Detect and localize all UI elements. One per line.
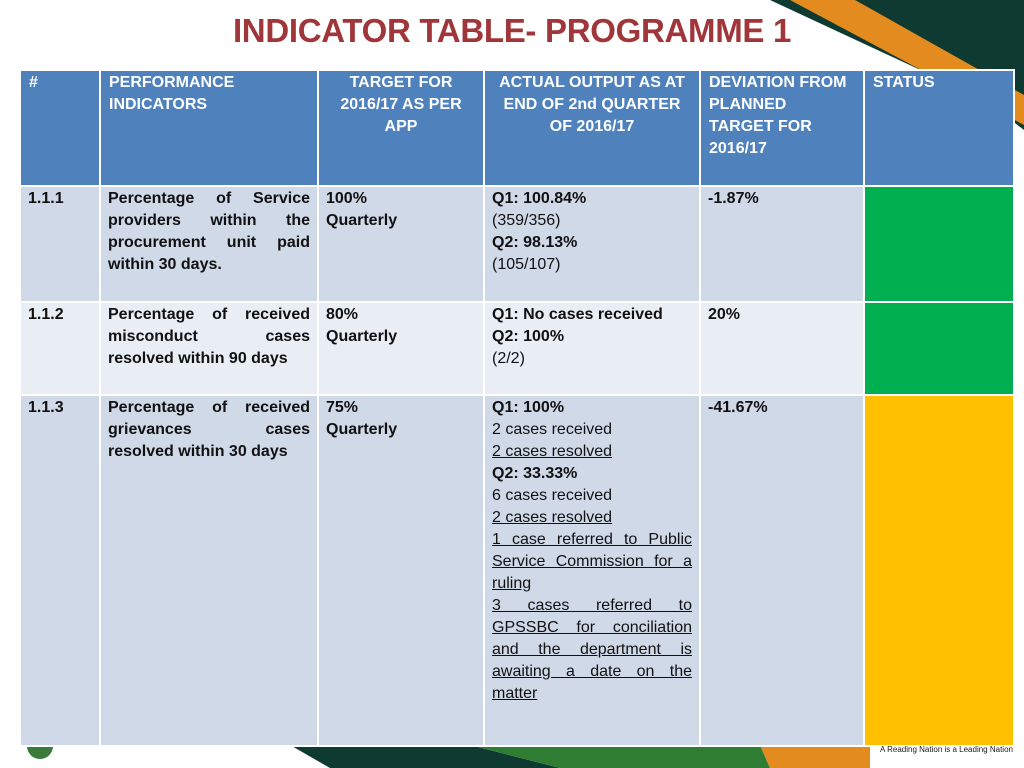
q2-resolved: 2 cases resolved [492, 509, 613, 526]
q2-note-referral-gpssbc: 3 cases referred to GPSSBC for conciliat… [492, 597, 692, 702]
q2-detail: (105/107) [492, 256, 561, 273]
row-number: 1.1.1 [19, 185, 101, 303]
footer-slogan: A Reading Nation is a Leading Nation [880, 745, 1013, 754]
row-deviation: -1.87% [699, 185, 865, 303]
target-period: Quarterly [326, 421, 398, 438]
row-deviation: -41.67% [699, 394, 865, 747]
q1-detail: (359/356) [492, 212, 561, 229]
header-target: TARGET FOR 2016/17 AS PER APP [317, 69, 485, 187]
status-indicator-green [863, 301, 1015, 396]
row-actual: Q1: 100% 2 cases received 2 cases resolv… [483, 394, 701, 747]
table-header-row: # PERFORMANCE INDICATORS TARGET FOR 2016… [19, 69, 1015, 187]
bottom-green-band [470, 745, 770, 768]
q2-note-referral-psc: 1 case referred to Public Service Commis… [492, 531, 692, 592]
indicator-table: # PERFORMANCE INDICATORS TARGET FOR 2016… [19, 69, 1015, 747]
page-title: INDICATOR TABLE- PROGRAMME 1 [232, 12, 792, 49]
status-indicator-green [863, 185, 1015, 303]
row-target: 75% Quarterly [317, 394, 485, 747]
target-value: 100% [326, 190, 367, 207]
row-indicator: Percentage of Service providers within t… [99, 185, 319, 303]
row-actual: Q1: No cases received Q2: 100% (2/2) [483, 301, 701, 396]
q2-received: 6 cases received [492, 487, 613, 504]
row-indicator: Percentage of received grievances cases … [99, 394, 319, 747]
target-value: 75% [326, 399, 359, 416]
table-row: 1.1.3 Percentage of received grievances … [19, 394, 1015, 747]
header-number: # [19, 69, 101, 187]
bottom-orange-band [760, 745, 870, 768]
q1-label: Q1: 100.84% [492, 190, 587, 207]
q1-label: Q1: No cases received [492, 306, 663, 323]
header-indicator: PERFORMANCE INDICATORS [99, 69, 319, 187]
row-indicator: Percentage of received misconduct cases … [99, 301, 319, 396]
table-row: 1.1.2 Percentage of received misconduct … [19, 301, 1015, 396]
q2-label: Q2: 33.33% [492, 465, 578, 482]
row-number: 1.1.3 [19, 394, 101, 747]
row-deviation: 20% [699, 301, 865, 396]
row-target: 100% Quarterly [317, 185, 485, 303]
q2-label: Q2: 98.13% [492, 234, 578, 251]
table-row: 1.1.1 Percentage of Service providers wi… [19, 185, 1015, 303]
target-value: 80% [326, 306, 359, 323]
header-status: STATUS [863, 69, 1015, 187]
q1-resolved: 2 cases resolved [492, 443, 613, 460]
q2-detail: (2/2) [492, 350, 525, 367]
header-deviation: DEVIATION FROM PLANNED TARGET FOR 2016/1… [699, 69, 865, 187]
row-actual: Q1: 100.84% (359/356) Q2: 98.13% (105/10… [483, 185, 701, 303]
q1-label: Q1: 100% [492, 399, 565, 416]
row-number: 1.1.2 [19, 301, 101, 396]
q1-received: 2 cases received [492, 421, 613, 438]
q2-label: Q2: 100% [492, 328, 565, 345]
target-period: Quarterly [326, 212, 398, 229]
status-indicator-yellow [863, 394, 1015, 747]
top-right-green-band [770, 0, 1024, 130]
target-period: Quarterly [326, 328, 398, 345]
header-actual: ACTUAL OUTPUT AS AT END OF 2nd QUARTER O… [483, 69, 701, 187]
row-target: 80% Quarterly [317, 301, 485, 396]
